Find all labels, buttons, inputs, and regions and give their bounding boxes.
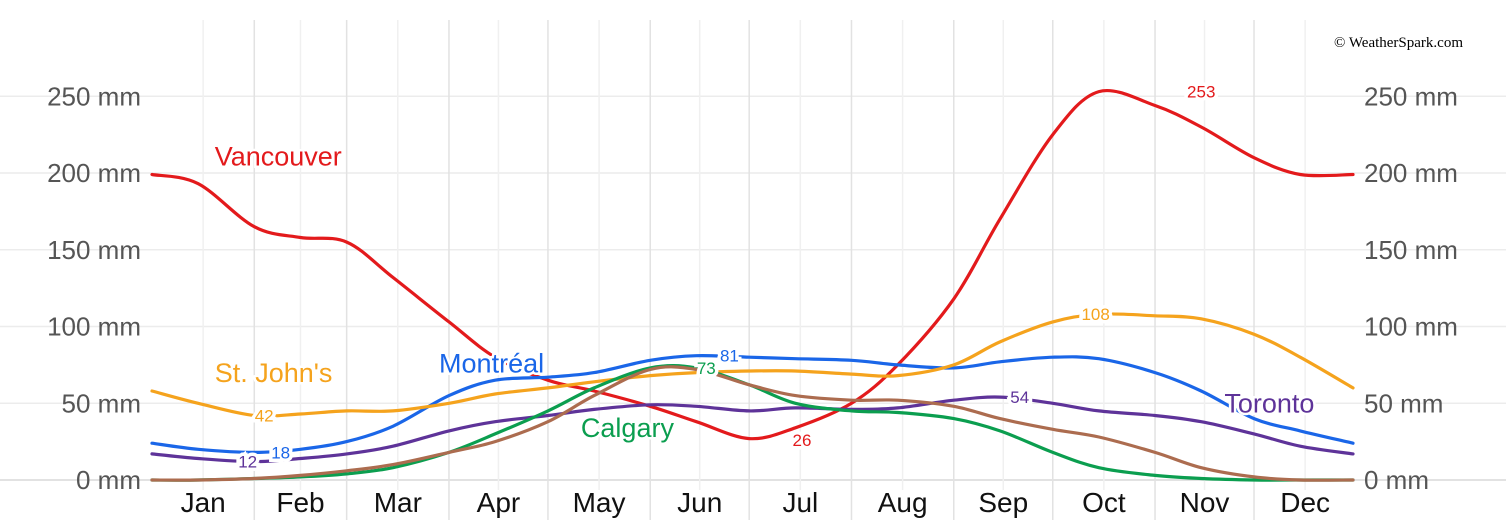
series-label-st-john-s: St. John's [215, 358, 333, 388]
x-tick-jan: Jan [181, 487, 226, 518]
y-tick-right-200: 200 mm [1364, 158, 1458, 188]
y-tick-right-150: 150 mm [1364, 235, 1458, 265]
series-label-vancouver: Vancouver [215, 141, 342, 171]
y-tick-left-0: 0 mm [76, 465, 141, 495]
x-axis: Jan Feb Mar Apr May Jun Jul Aug Sep Oct Nov Dec [181, 487, 1330, 518]
value-label-montr-al-1: 81 [720, 347, 739, 366]
y-axis: 0 mm 0 mm 50 mm 50 mm 100 mm 100 mm 150 mm 150 … [47, 81, 1458, 495]
x-tick-aug: Aug [878, 487, 928, 518]
x-tick-mar: Mar [374, 487, 422, 518]
y-tick-left-150: 150 mm [47, 235, 141, 265]
value-label-montr-al-0: 18 [271, 443, 290, 462]
y-tick-left-200: 200 mm [47, 158, 141, 188]
value-label-toronto-0: 12 [238, 453, 257, 472]
y-tick-right-250: 250 mm [1364, 81, 1458, 111]
x-tick-jun: Jun [677, 487, 722, 518]
x-tick-jul: Jul [782, 487, 818, 518]
value-label-vancouver-1: 253 [1187, 83, 1215, 102]
x-tick-apr: Apr [477, 487, 521, 518]
x-tick-dec: Dec [1280, 487, 1330, 518]
series-labels: Vancouver 26 253 Montréal 18 81 St. John's 42 10… [212, 79, 1317, 475]
y-tick-left-100: 100 mm [47, 312, 141, 342]
series-label-toronto: Toronto [1224, 388, 1314, 418]
value-label-st-john-s-1: 108 [1081, 305, 1109, 324]
series-label-montr-al: Montréal [439, 349, 544, 379]
x-tick-sep: Sep [978, 487, 1028, 518]
y-tick-left-50: 50 mm [62, 388, 141, 418]
credit-text: © WeatherSpark.com [1334, 35, 1463, 51]
series-label-calgary: Calgary [581, 413, 675, 443]
x-tick-feb: Feb [276, 487, 324, 518]
y-tick-right-100: 100 mm [1364, 312, 1458, 342]
x-tick-nov: Nov [1180, 487, 1230, 518]
series-line-series-5 [150, 365, 1355, 482]
series-line-st-john-s [150, 312, 1355, 418]
series-line-toronto [150, 395, 1355, 464]
grid [0, 20, 1506, 520]
series-line-vancouver [150, 88, 1355, 441]
series-lines [150, 88, 1355, 482]
y-tick-right-50: 50 mm [1364, 388, 1443, 418]
value-label-vancouver-0: 26 [793, 431, 812, 450]
value-label-toronto-1: 54 [1010, 388, 1029, 407]
value-label-calgary-0: 73 [697, 359, 716, 378]
value-label-st-john-s-0: 42 [255, 407, 274, 426]
y-tick-left-250: 250 mm [47, 81, 141, 111]
x-tick-may: May [573, 487, 626, 518]
y-tick-right-0: 0 mm [1364, 465, 1429, 495]
series-line-montr-al [150, 354, 1355, 454]
x-tick-oct: Oct [1082, 487, 1126, 518]
